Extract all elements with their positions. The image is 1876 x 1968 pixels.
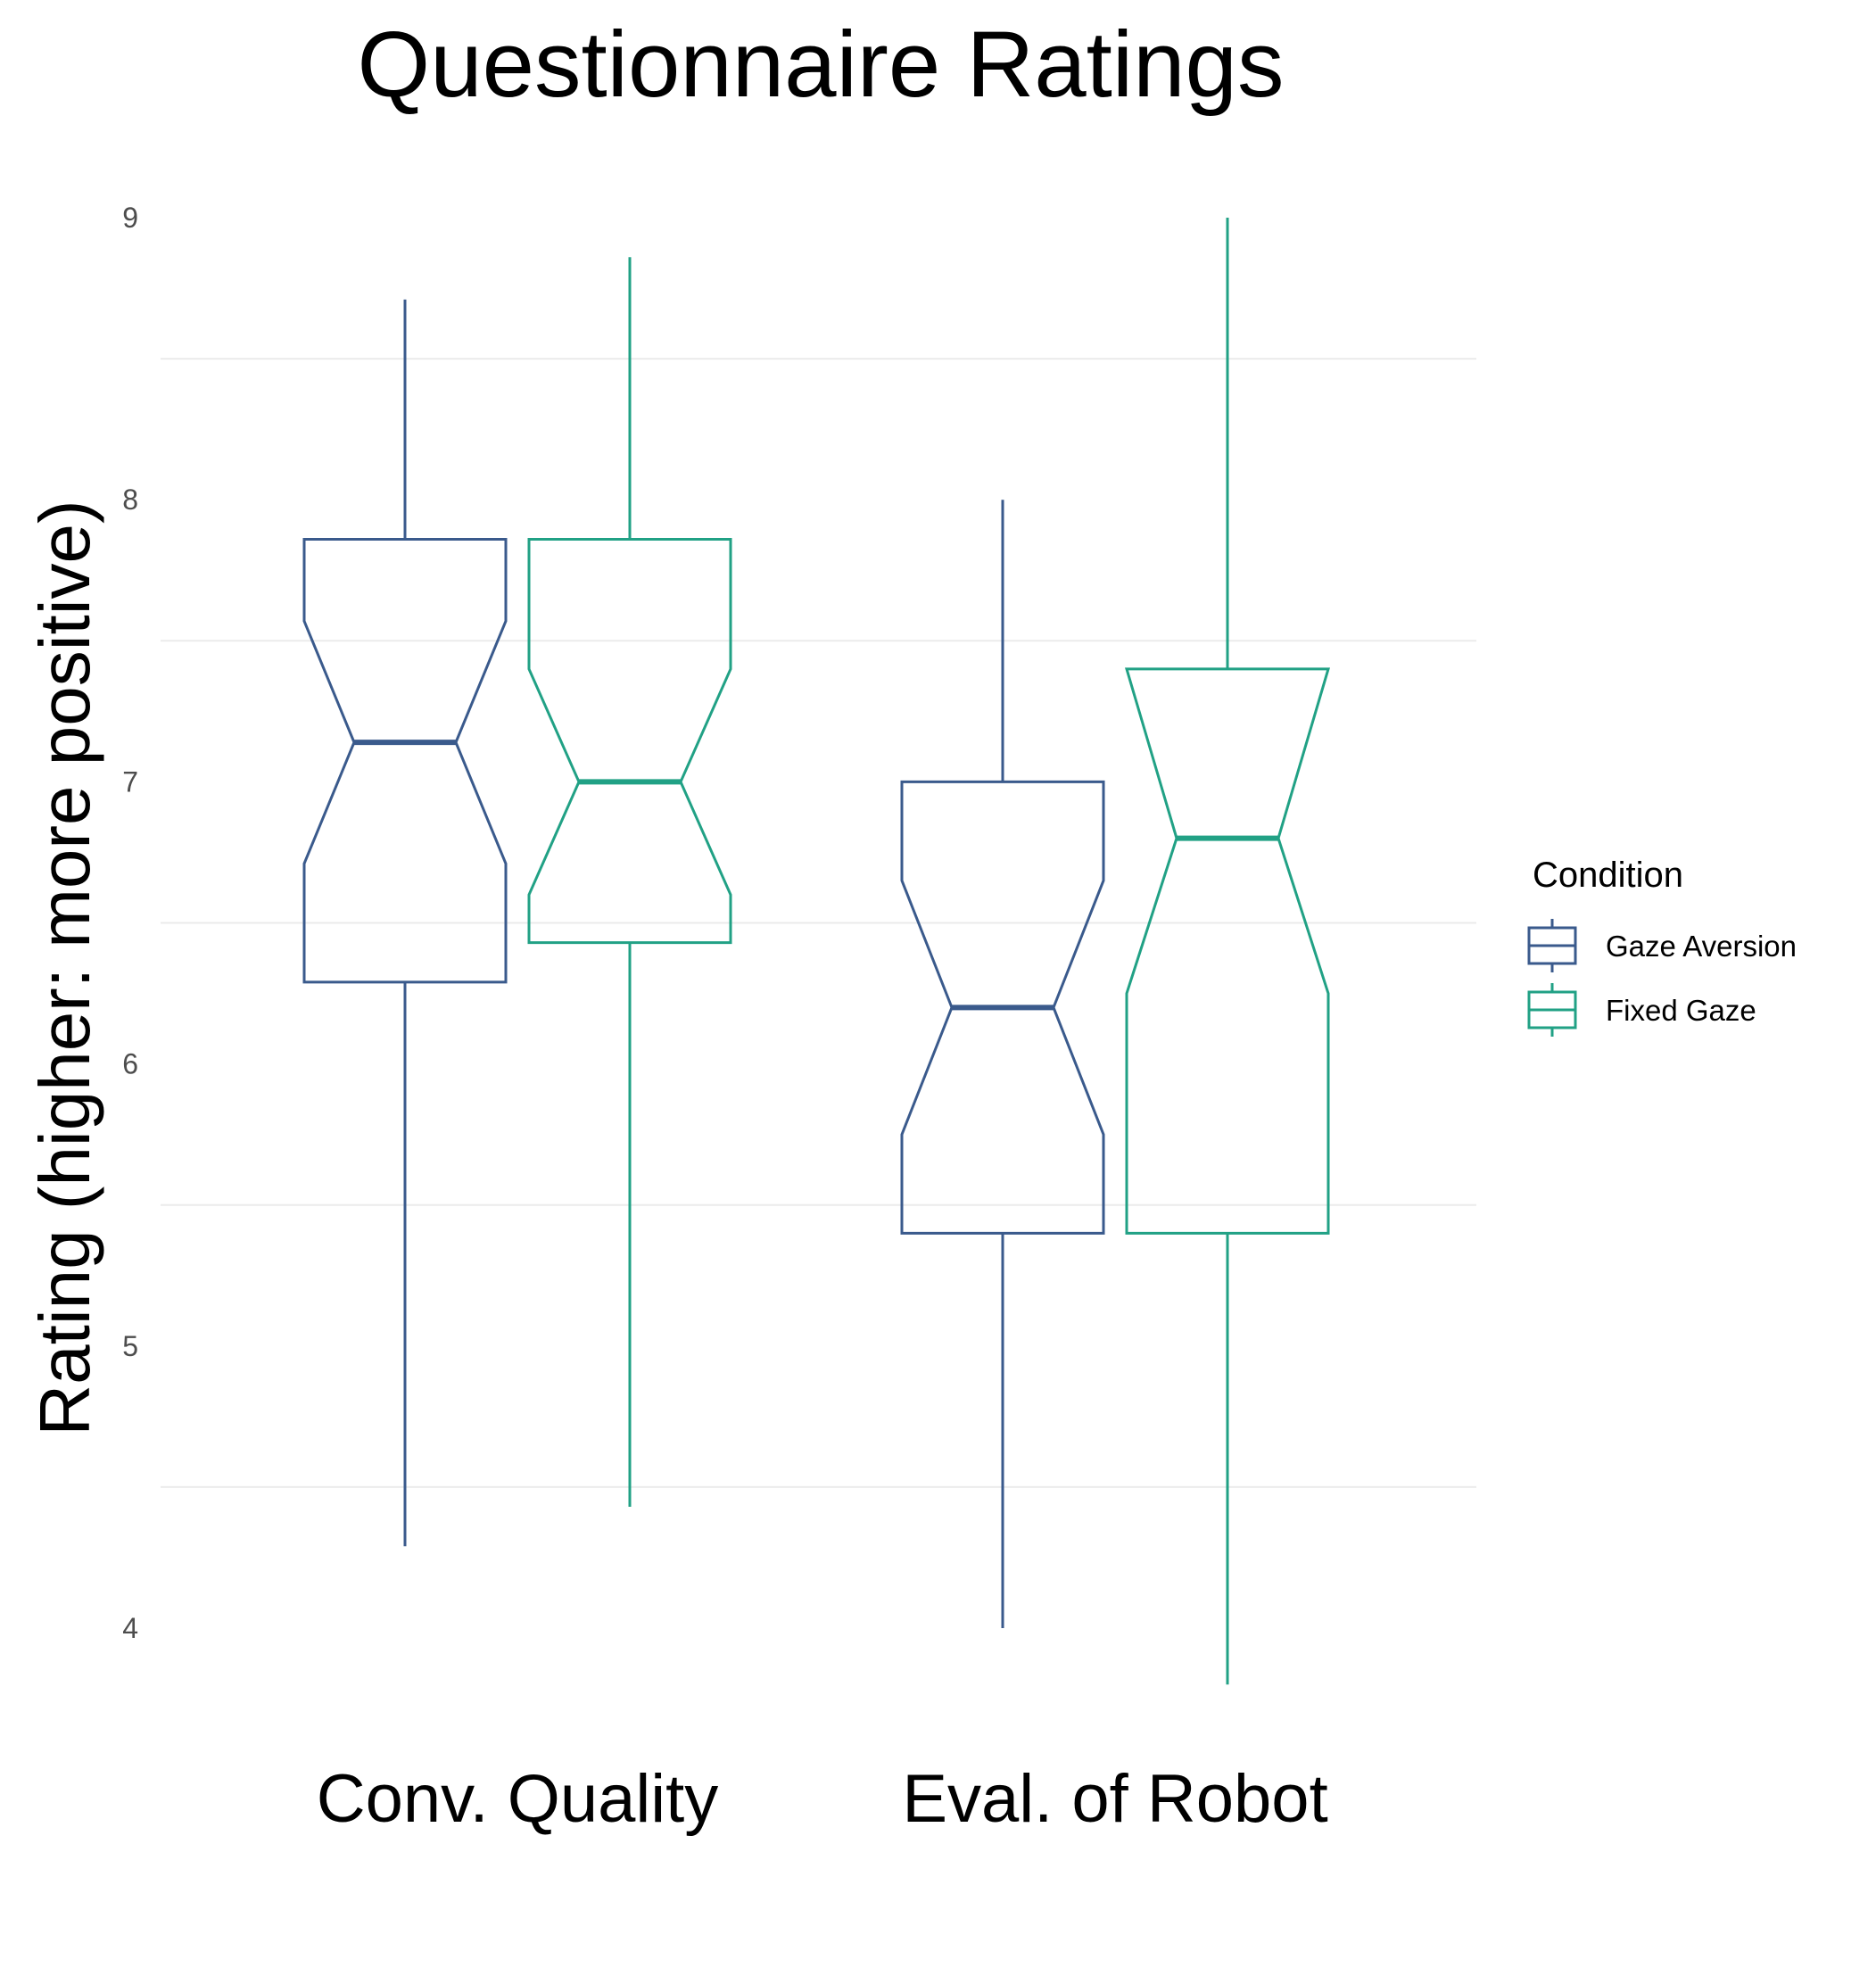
x-tick-label: Eval. of Robot <box>902 1761 1327 1837</box>
y-tick-label: 7 <box>122 765 138 798</box>
box-gaze-aversion <box>302 299 508 1547</box>
grid-lines <box>161 358 1476 1488</box>
box-group <box>302 218 1331 1685</box>
y-tick-label: 5 <box>122 1330 138 1362</box>
chart-title: Questionnaire Ratings <box>358 12 1285 117</box>
legend-label: Gaze Aversion <box>1606 930 1797 963</box>
x-axis-ticks: Conv. Quality Eval. of Robot <box>317 1761 1328 1837</box>
legend-item: Gaze Aversion <box>1527 919 1797 972</box>
legend-label: Fixed Gaze <box>1606 994 1756 1027</box>
box-fixed-gaze <box>1124 218 1331 1685</box>
box-body <box>527 537 732 945</box>
x-tick-label: Conv. Quality <box>317 1761 719 1837</box>
legend: Condition Gaze Aversion Fixed Gaze <box>1527 856 1797 1037</box>
box-body <box>1124 667 1331 1235</box>
y-tick-label: 8 <box>122 484 138 516</box>
y-axis-ticks: 4 5 6 7 8 9 <box>122 202 138 1644</box>
y-axis-label: Rating (higher: more positive) <box>25 500 104 1435</box>
y-tick-label: 9 <box>122 202 138 234</box>
y-tick-label: 6 <box>122 1048 138 1080</box>
box-gaze-aversion <box>900 500 1105 1628</box>
y-tick-label: 4 <box>122 1612 138 1644</box>
legend-item: Fixed Gaze <box>1527 983 1756 1037</box>
box-body <box>302 537 508 984</box>
legend-title: Condition <box>1533 856 1683 895</box>
box-fixed-gaze <box>527 257 732 1508</box>
box-body <box>900 780 1105 1235</box>
